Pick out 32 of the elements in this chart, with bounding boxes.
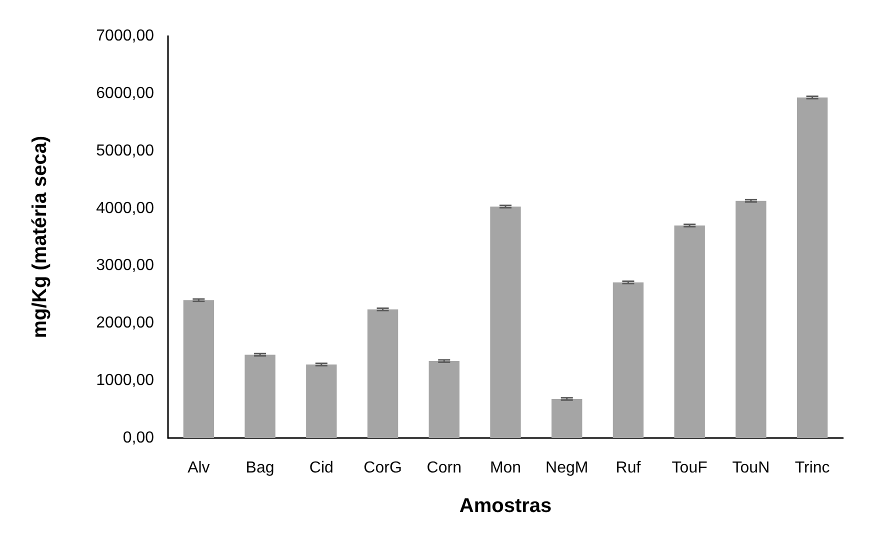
x-tick-label: CorG bbox=[364, 460, 402, 476]
bar bbox=[428, 361, 460, 438]
bar bbox=[736, 200, 766, 438]
bar bbox=[612, 282, 644, 438]
y-tick-label: 6000,00 bbox=[96, 84, 154, 102]
bar bbox=[796, 97, 828, 438]
y-tick-label: 3000,00 bbox=[96, 257, 154, 274]
x-tick-label: Alv bbox=[188, 460, 210, 476]
y-tick-label: 2000,00 bbox=[96, 314, 154, 332]
bar bbox=[552, 398, 582, 438]
bar bbox=[367, 309, 398, 438]
x-tick-label: Trinc bbox=[794, 460, 830, 476]
y-tick-label: 1000,00 bbox=[96, 372, 154, 390]
y-tick-label: 0,00 bbox=[122, 430, 154, 446]
bar bbox=[183, 300, 214, 438]
x-axis-title: Amostras bbox=[459, 495, 552, 517]
y-axis-title: mg/Kg (matéria seca) bbox=[29, 136, 51, 338]
bar bbox=[490, 206, 521, 438]
x-tick-label: Corn bbox=[426, 460, 462, 476]
bar bbox=[244, 354, 276, 438]
x-tick-label: Mon bbox=[490, 460, 522, 476]
x-tick-label: Ruf bbox=[616, 460, 642, 476]
x-tick-label: TouF bbox=[672, 460, 708, 476]
x-tick-label: Cid bbox=[309, 460, 334, 476]
x-tick-label: NegM bbox=[546, 460, 588, 476]
y-tick-label: 7000,00 bbox=[96, 28, 154, 44]
y-tick-label: 4000,00 bbox=[96, 200, 154, 217]
x-tick-label: TouN bbox=[732, 460, 770, 476]
x-tick-label: Bag bbox=[246, 460, 274, 476]
bar bbox=[306, 364, 337, 438]
y-tick-label: 5000,00 bbox=[96, 142, 154, 160]
bar bbox=[674, 226, 705, 438]
